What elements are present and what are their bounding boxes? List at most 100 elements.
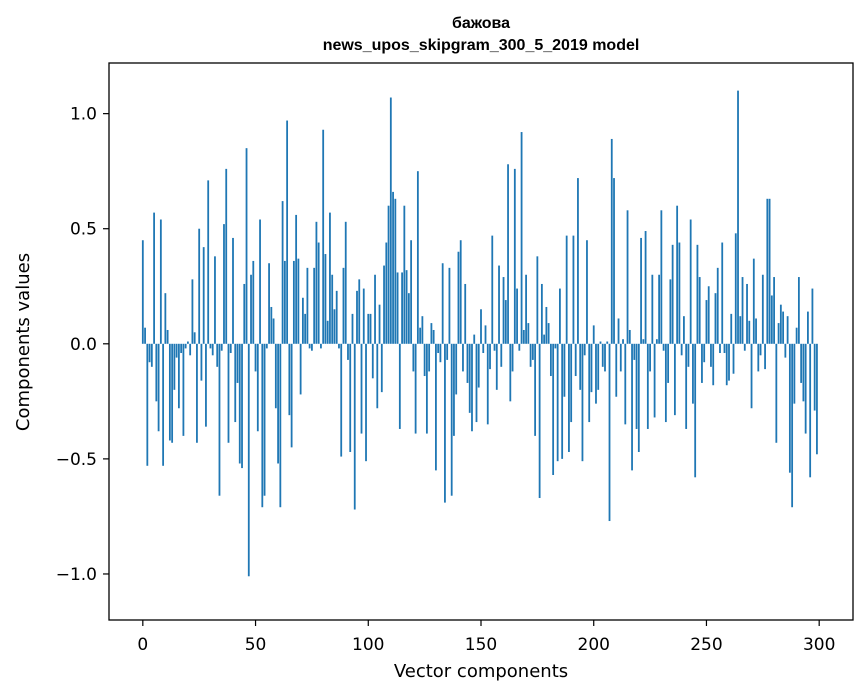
bar [559,288,561,344]
chart-subtitle: news_upos_skipgram_300_5_2019 model [323,37,640,54]
bar [669,279,672,344]
y-tick-label: 1.0 [70,105,97,125]
bar [773,277,775,344]
bar [504,300,507,344]
bar [788,343,791,473]
bar [759,343,762,356]
bar [493,343,496,351]
bar [721,242,724,344]
bar [809,343,812,478]
bar [286,120,289,344]
bar [743,343,746,351]
bar [175,343,178,358]
bar [292,260,295,344]
bar [797,277,800,344]
bar [265,343,268,349]
bar [378,304,381,344]
bar [782,311,785,344]
bar [295,214,298,344]
bar [344,221,347,344]
bar [349,343,352,452]
bar [218,343,221,496]
bar [599,341,602,344]
bar [791,343,794,508]
bar [572,235,575,344]
bar [649,343,651,372]
bar [468,343,471,413]
bar [367,313,370,344]
bar [466,343,469,383]
bar [480,309,482,344]
bar [811,288,814,344]
bar [604,343,606,372]
bar [223,224,225,344]
bar [153,212,155,344]
bar [410,240,413,344]
bar [703,343,706,363]
bar [741,277,744,344]
bar [725,343,728,386]
bar [477,343,480,388]
bar [545,306,548,344]
bar [475,343,478,423]
bar [635,343,638,429]
bar [626,210,629,344]
bar [439,343,442,363]
bar [340,343,343,457]
bar [360,343,363,434]
x-tick-label: 300 [803,635,835,655]
bar [554,343,557,349]
x-tick-label: 0 [137,635,148,655]
bar [549,343,552,377]
bar [692,343,694,404]
bar [446,343,449,360]
bar [536,256,539,344]
bar [396,272,399,344]
bar [807,311,809,344]
bar [238,343,241,464]
bar [795,327,798,344]
bar [748,320,751,344]
bar [301,297,304,344]
chart-title: бажова [452,15,510,32]
bar [752,258,755,344]
bar [716,267,719,344]
bar [261,343,264,508]
bar [574,343,577,377]
bar [144,327,146,344]
bar [755,318,757,344]
bar [723,343,726,354]
bar [552,343,555,475]
bar [268,263,270,344]
bar [786,316,789,344]
bar [770,295,773,344]
bar [297,258,300,344]
bar [563,343,566,397]
bar [527,323,530,344]
y-axis-ticks: −1.0 −0.5 0.0 0.5 1.0 [56,105,109,585]
bar [734,233,737,344]
bar [281,201,284,344]
bar [793,343,796,404]
bar [450,343,453,496]
bar [728,343,730,381]
bar [380,343,383,393]
bar [453,343,455,436]
bar [671,244,674,344]
bar [322,129,325,344]
bar [737,90,739,344]
bar [290,343,293,448]
bar [202,247,205,344]
bar [205,343,207,427]
bar [664,343,667,423]
bar [730,313,733,344]
bar [362,288,365,344]
bar [394,198,397,344]
bar [502,277,505,344]
bar [714,293,717,344]
bar [579,343,582,390]
bar [324,254,327,344]
bar [707,286,710,344]
bar [191,279,194,344]
bar [304,313,307,344]
